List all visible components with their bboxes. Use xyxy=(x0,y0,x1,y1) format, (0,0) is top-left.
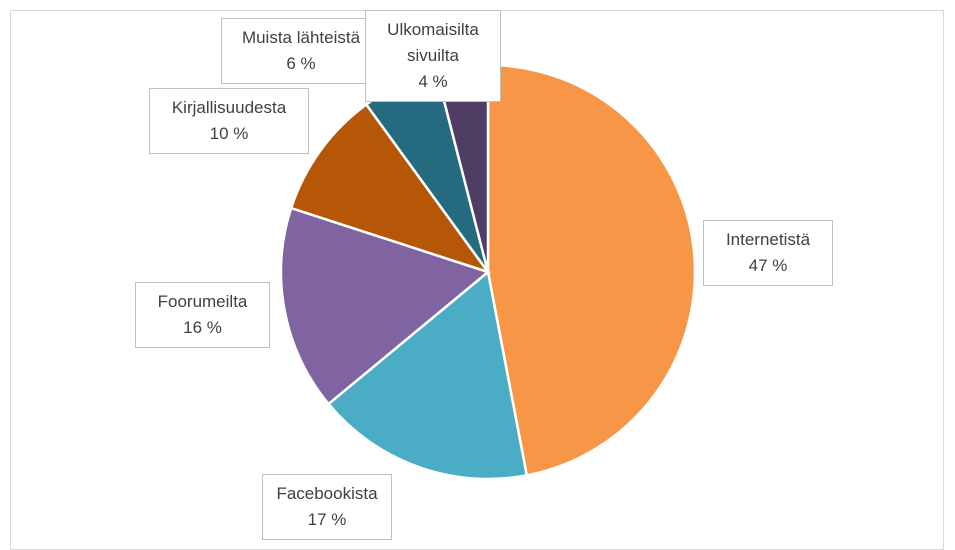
pie-slice xyxy=(326,269,529,481)
category-label: Ulkomaisilta sivuilta xyxy=(387,20,479,65)
value-label: 16 % xyxy=(183,318,222,337)
data-label: Ulkomaisilta sivuilta 4 % xyxy=(365,10,501,102)
data-label: Muista lähteistä 6 % xyxy=(221,18,381,84)
data-label: Facebookista 17 % xyxy=(262,474,392,540)
page: (() => { const data = JSON.parse(documen… xyxy=(10,10,944,550)
data-label: Foorumeilta 16 % xyxy=(135,282,270,348)
data-label: Internetistä 47 % xyxy=(703,220,833,286)
pie-slice xyxy=(486,63,697,477)
category-label: Foorumeilta xyxy=(157,292,248,311)
pie-slice xyxy=(279,206,491,406)
category-label: Facebookista xyxy=(276,484,378,503)
value-label: 10 % xyxy=(209,124,249,143)
category-label: Muista lähteistä xyxy=(241,28,361,47)
value-label: 47 % xyxy=(748,256,788,275)
pie-slice xyxy=(289,102,492,275)
category-label: Kirjallisuudesta xyxy=(171,98,287,117)
data-label: Kirjallisuudesta 10 % xyxy=(149,88,309,154)
value-label: 4 % xyxy=(418,72,448,91)
category-label: Internetistä xyxy=(725,230,811,249)
value-label: 17 % xyxy=(307,510,347,529)
value-label: 6 % xyxy=(286,54,316,73)
